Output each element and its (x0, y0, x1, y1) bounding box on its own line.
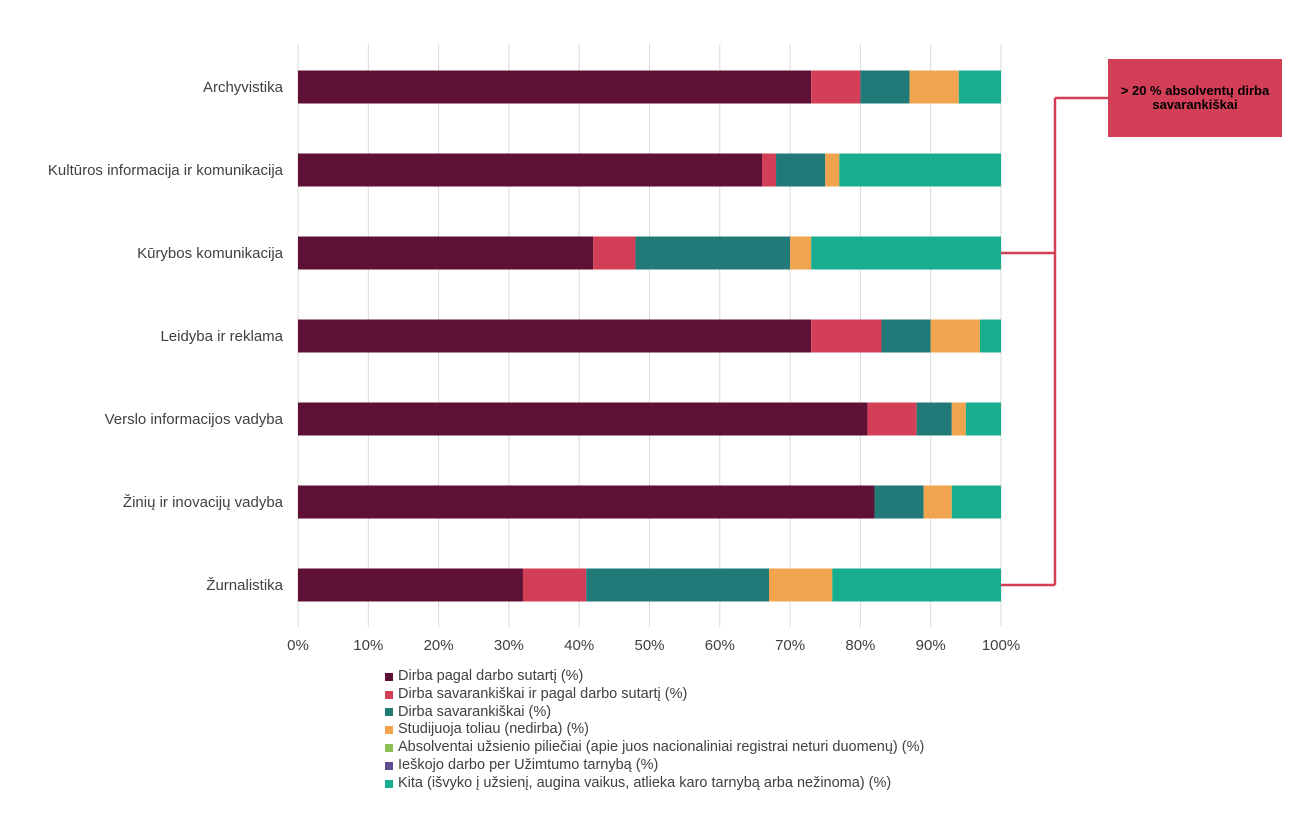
bars (298, 70, 1001, 602)
bar-segment (811, 319, 882, 353)
x-axis-tick-labels: 0% 10% 20% 30% 40% 50% 60% 70% 80% 90% 100% (287, 637, 1020, 654)
category-label: Kūrybos komunikacija (137, 245, 284, 262)
bar-segment (586, 568, 770, 602)
bar-segment (951, 402, 966, 436)
bar-segment (958, 70, 1001, 104)
category-label: Kultūros informacija ir komunikacija (48, 162, 284, 179)
category-label: Leidyba ir reklama (160, 328, 283, 345)
bar-segment (298, 70, 812, 104)
bar-segment (832, 568, 1001, 602)
bar-segment (825, 153, 840, 187)
legend-item: Studijuoja toliau (nedirba) (%) (385, 721, 924, 739)
bar-segment (298, 402, 868, 436)
legend-swatch (385, 761, 393, 770)
x-tick-label: 0% (287, 637, 309, 654)
legend-item: Dirba savarankiškai ir pagal darbo sutar… (385, 686, 924, 704)
x-tick-label: 30% (494, 637, 524, 654)
category-label: Žinių ir inovacijų vadyba (123, 494, 284, 511)
callout-connector (1001, 96, 1108, 587)
callout-box: > 20 % absolventų dirba savarankiškai (1108, 59, 1282, 137)
legend-swatch (385, 672, 393, 681)
x-tick-label: 10% (353, 637, 383, 654)
bar-segment (909, 70, 959, 104)
legend-item: Dirba pagal darbo sutartį (%) (385, 668, 924, 686)
legend-label: Absolventai užsienio piliečiai (apie juo… (398, 739, 925, 756)
bar-segment (951, 485, 1001, 519)
bar-segment (761, 153, 777, 187)
bar-segment (769, 568, 833, 602)
x-tick-label: 60% (705, 637, 735, 654)
x-tick-label: 20% (424, 637, 454, 654)
bar-segment (874, 485, 924, 519)
legend-label: Kita (išvyko į užsienį, augina vaikus, a… (398, 774, 892, 791)
bar-segment (298, 568, 523, 602)
bar-segment (923, 485, 952, 519)
legend-label: Studijuoja toliau (nedirba) (%) (398, 721, 590, 738)
bar-segment (839, 153, 1001, 187)
bar-segment (881, 319, 931, 353)
legend-item: Kita (išvyko į užsienį, augina vaikus, a… (385, 775, 924, 793)
bar-segment (811, 70, 861, 104)
x-tick-label: 70% (775, 637, 805, 654)
legend-item: Dirba savarankiškai (%) (385, 704, 924, 722)
callout-text: > 20 % absolventų dirba savarankiškai (1120, 83, 1270, 112)
x-tick-label: 50% (634, 637, 664, 654)
category-label: Žurnalistika (206, 577, 283, 594)
legend-label: Ieškojo darbo per Užimtumo tarnybą (%) (398, 756, 659, 773)
legend-swatch (385, 726, 393, 735)
bar-segment (298, 153, 762, 187)
legend-swatch (385, 744, 393, 753)
bar-segment (860, 70, 910, 104)
legend-swatch (385, 708, 393, 717)
legend-item: Ieškojo darbo per Užimtumo tarnybą (%) (385, 757, 924, 775)
bar-segment (965, 402, 1001, 436)
x-tick-label: 100% (982, 637, 1020, 654)
bar-segment (916, 402, 952, 436)
legend: Dirba pagal darbo sutartį (%) Dirba savar… (385, 668, 924, 793)
legend-label: Dirba savarankiškai ir pagal darbo sutar… (398, 685, 688, 702)
bar-segment (811, 236, 1001, 270)
category-labels: Archyvistika Kultūros informacija ir komu… (48, 79, 284, 594)
bar-segment (298, 236, 594, 270)
legend-label: Dirba pagal darbo sutartį (%) (398, 668, 584, 684)
x-tick-label: 90% (916, 637, 946, 654)
bar-segment (298, 485, 875, 519)
bar-segment (522, 568, 587, 602)
legend-item: Absolventai užsienio piliečiai (apie juo… (385, 739, 924, 757)
bar-segment (979, 319, 1001, 353)
legend-swatch (385, 690, 393, 699)
category-label: Verslo informacijos vadyba (105, 411, 284, 428)
legend-swatch (385, 779, 393, 788)
x-tick-label: 40% (564, 637, 594, 654)
category-label: Archyvistika (203, 79, 284, 96)
x-tick-label: 80% (845, 637, 875, 654)
legend-label: Dirba savarankiškai (%) (398, 703, 552, 720)
bar-segment (790, 236, 812, 270)
bar-segment (593, 236, 636, 270)
bar-segment (930, 319, 980, 353)
bar-segment (298, 319, 812, 353)
bar-segment (776, 153, 826, 187)
bar-segment (635, 236, 791, 270)
bar-segment (867, 402, 917, 436)
